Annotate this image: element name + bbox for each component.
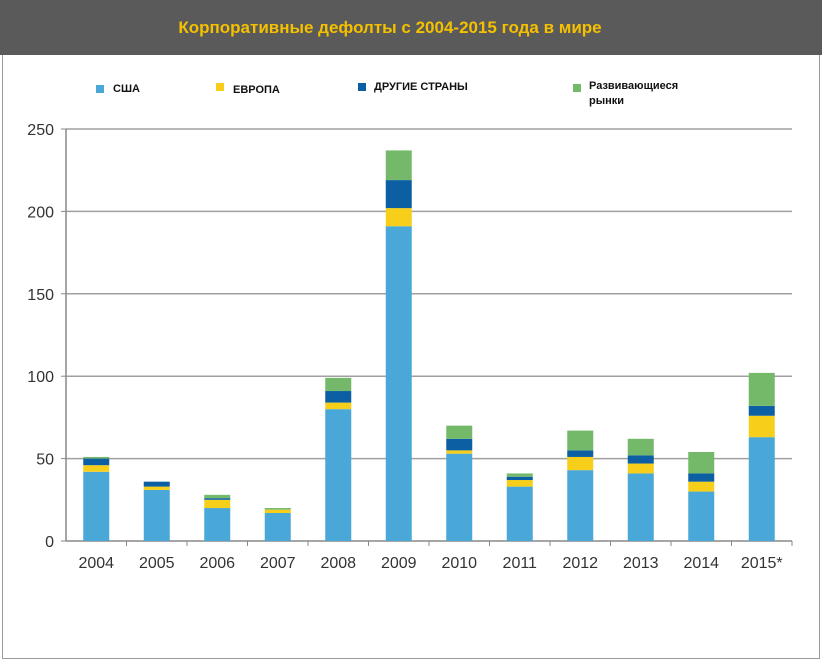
y-tick-label: 50: [36, 452, 54, 469]
x-tick-label: 2015*: [741, 555, 783, 572]
x-tick-label: 2007: [260, 555, 296, 572]
chart-frame: [2, 55, 820, 659]
bar-segment-2: [506, 476, 533, 481]
bar-segment-2: [446, 438, 473, 451]
bar-segment-0: [143, 489, 170, 541]
bar-segment-2: [204, 498, 231, 500]
bar-segment-2: [325, 391, 352, 403]
bar-segment-0: [748, 437, 775, 541]
header-band: Корпоративные дефолты с 2004-2015 года в…: [0, 0, 822, 55]
x-tick-label: 2005: [139, 555, 175, 572]
x-tick-label: 2011: [503, 555, 538, 572]
bar-segment-3: [83, 456, 110, 459]
x-tick-label: 2013: [623, 555, 659, 572]
bar-segment-1: [748, 415, 775, 438]
bar-segment-3: [567, 430, 594, 451]
bar-segment-0: [83, 471, 110, 541]
bar-segment-1: [143, 486, 170, 490]
bar-segment-0: [688, 491, 715, 541]
bar-segment-3: [506, 473, 533, 477]
bar-segment-1: [204, 499, 231, 509]
legend-swatch-emerging: [573, 84, 581, 92]
legend-swatch-other: [358, 83, 366, 91]
bar-segment-2: [385, 180, 412, 209]
bar-segment-1: [385, 208, 412, 227]
bar-segment-3: [748, 372, 775, 406]
bar-segment-2: [143, 481, 170, 487]
bar-segment-2: [567, 450, 594, 457]
bar-segment-3: [204, 494, 231, 499]
bar-segment-2: [748, 405, 775, 416]
bar-segment-0: [264, 512, 291, 541]
x-tick-label: 2008: [320, 555, 356, 572]
bar-segment-3: [264, 508, 291, 510]
bar-segment-1: [446, 450, 473, 454]
y-tick-label: 100: [27, 369, 54, 386]
bar-segment-0: [446, 453, 473, 541]
bar-segment-1: [325, 402, 352, 410]
bar-segment-1: [627, 463, 654, 474]
bar-segment-3: [688, 452, 715, 474]
legend-swatch-usa: [96, 85, 104, 93]
chart-title: Корпоративные дефолты с 2004-2015 года в…: [178, 18, 602, 37]
legend-label-other: ДРУГИЕ СТРАНЫ: [374, 81, 468, 93]
x-tick-label: 2004: [78, 555, 114, 572]
x-tick-label: 2006: [199, 555, 235, 572]
y-tick-label: 0: [45, 534, 54, 551]
bar-segment-0: [204, 508, 231, 541]
bar-segment-3: [446, 425, 473, 439]
legend-label-europe: ЕВРОПА: [233, 84, 280, 96]
x-tick-label: 2012: [562, 555, 598, 572]
bar-segment-1: [688, 481, 715, 492]
bar-segment-0: [325, 409, 352, 541]
y-tick-label: 200: [27, 204, 54, 221]
bar-segment-0: [385, 226, 412, 541]
bar-segment-1: [83, 465, 110, 472]
legend-label-emerging: Развивающиеся рынки: [589, 80, 679, 107]
bar-segment-3: [325, 377, 352, 392]
legend-label-usa: США: [113, 83, 140, 95]
bar-segment-3: [385, 150, 412, 181]
bar-segment-1: [567, 456, 594, 471]
bar-segment-1: [264, 509, 291, 513]
y-tick-label: 250: [27, 122, 54, 139]
bar-segment-3: [627, 438, 654, 456]
bar-segment-0: [567, 470, 594, 541]
y-tick-label: 150: [27, 287, 54, 304]
bar-segment-2: [83, 458, 110, 466]
bar-segment-0: [506, 486, 533, 541]
x-tick-label: 2009: [381, 555, 417, 572]
bar-segment-0: [627, 473, 654, 541]
legend-swatch-europe: [216, 83, 224, 91]
bar-segment-2: [688, 473, 715, 482]
x-tick-label: 2010: [441, 555, 477, 572]
x-tick-label: 2014: [683, 555, 719, 572]
bar-segment-2: [627, 455, 654, 464]
bar-segment-1: [506, 480, 533, 487]
